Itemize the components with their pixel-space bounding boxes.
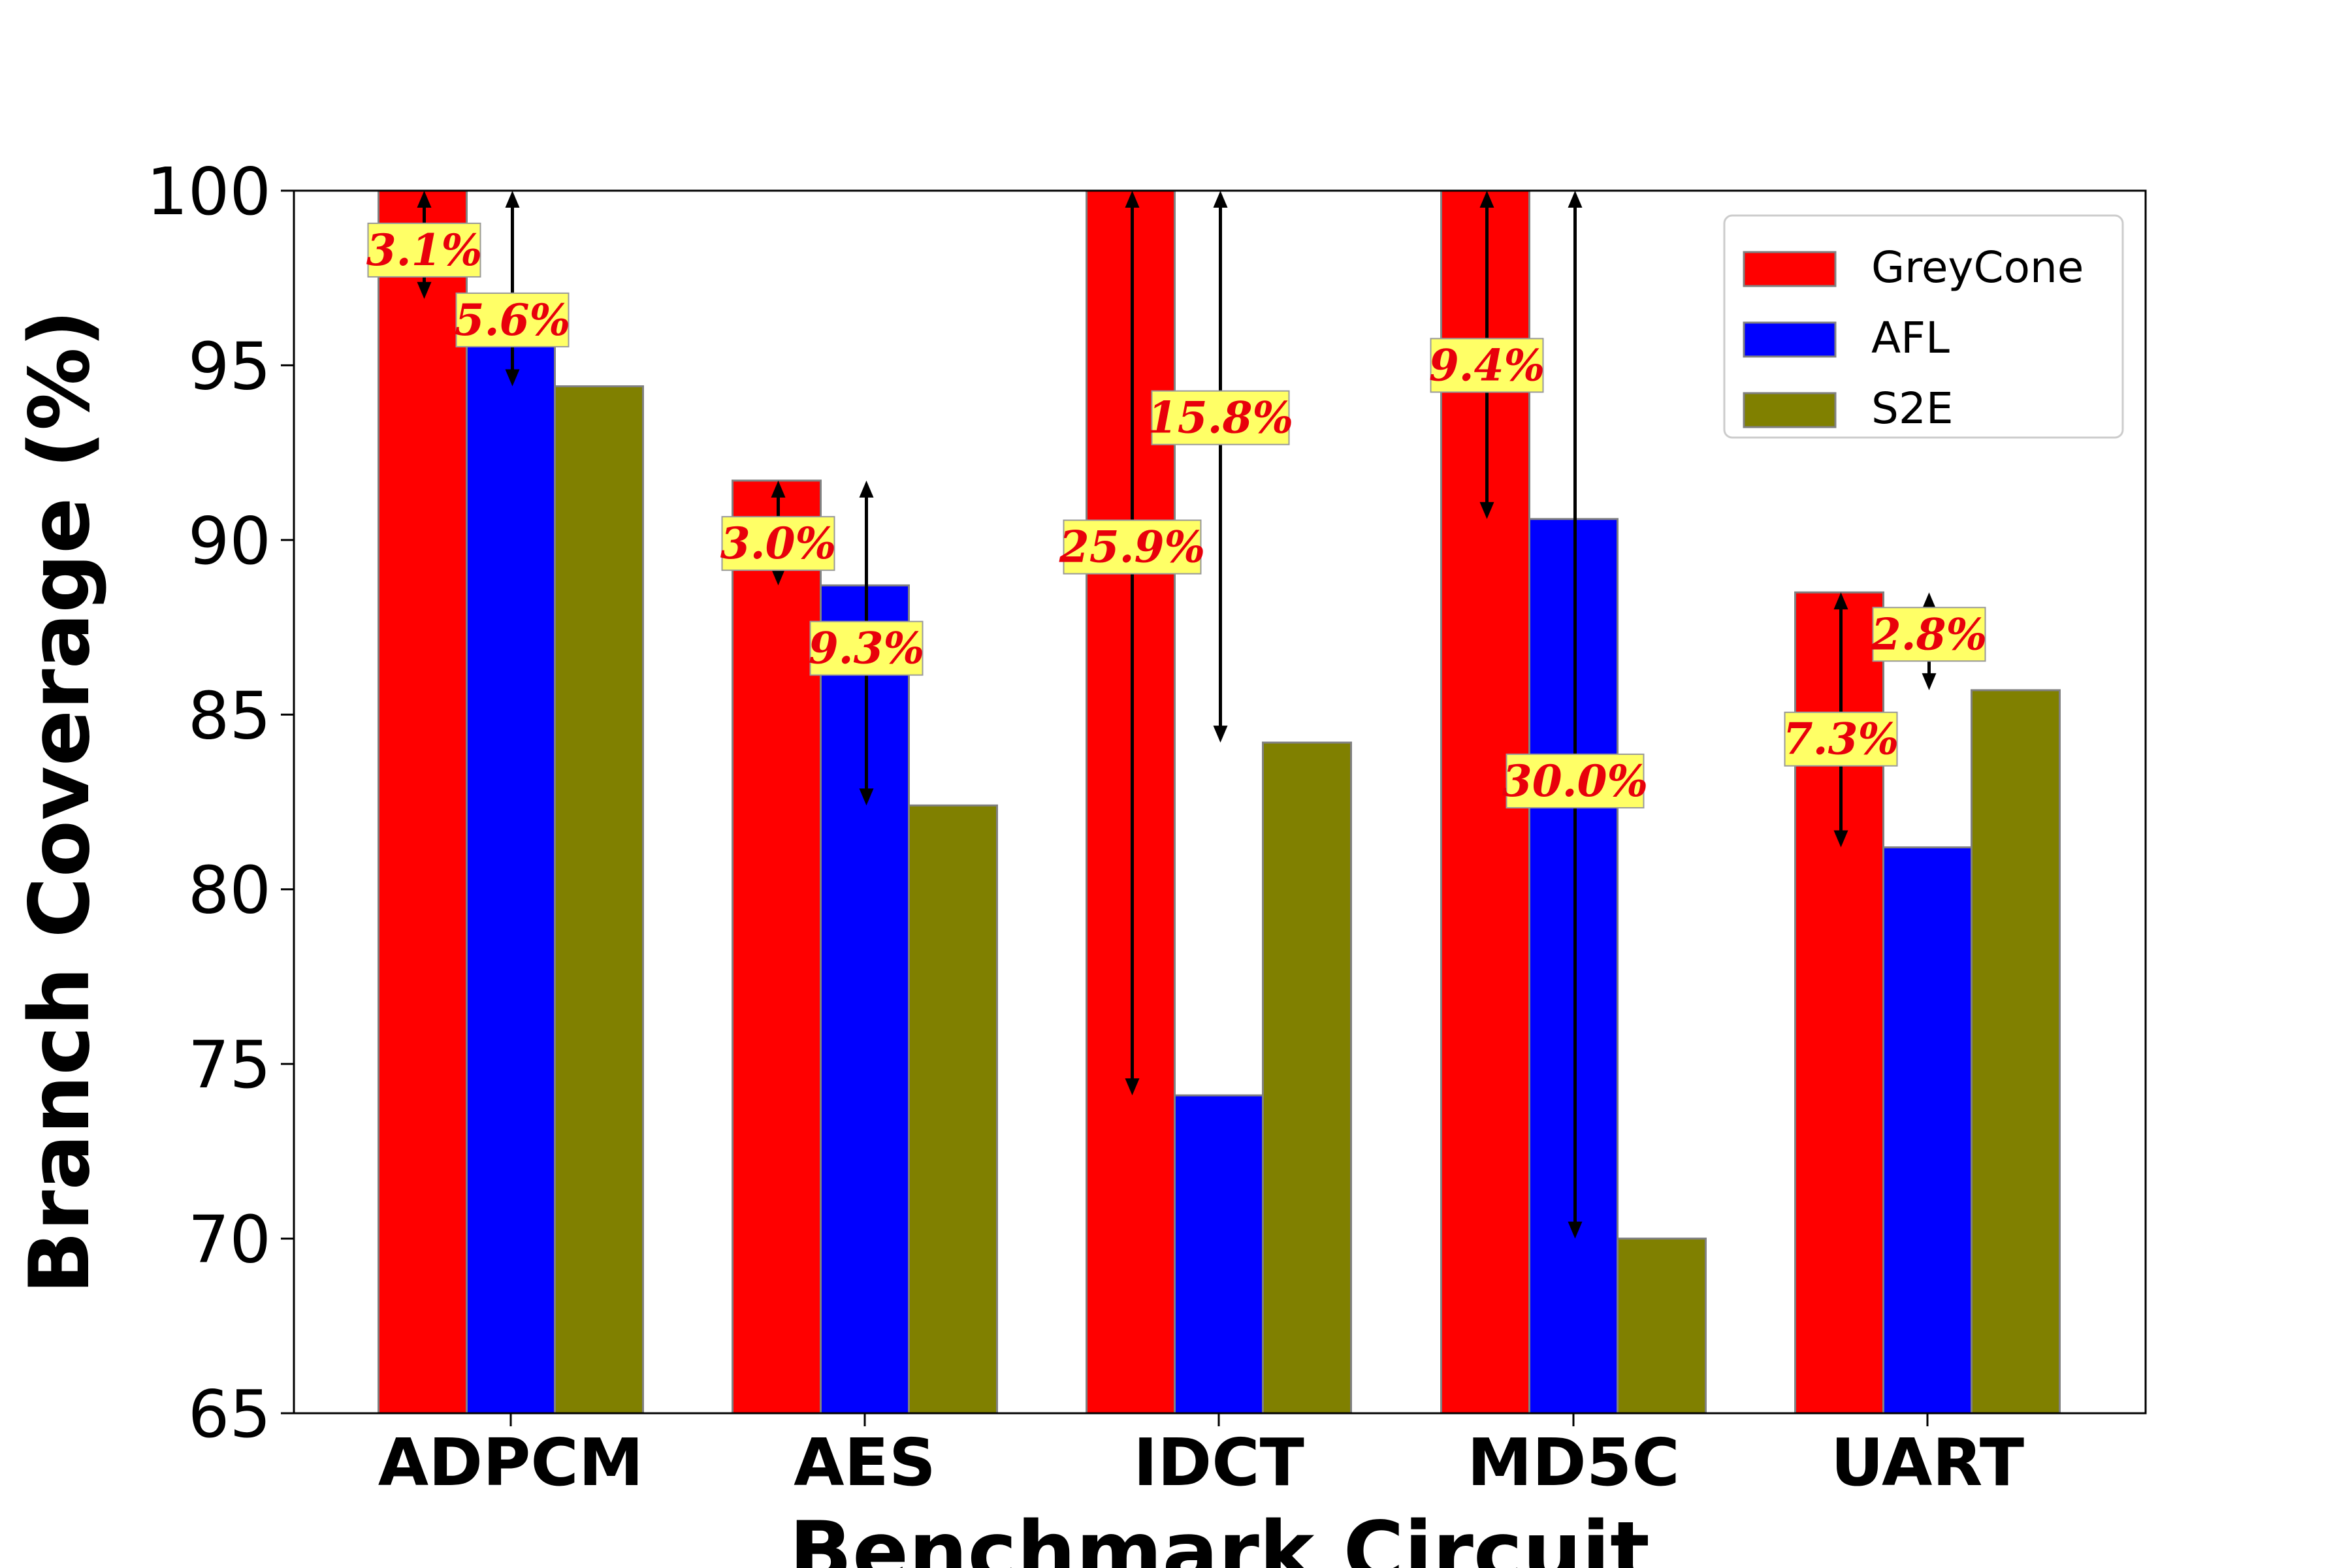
- bar-uart-afl: [1882, 846, 1973, 1415]
- annotation-label-box: [1872, 607, 1986, 662]
- legend-swatch-greycone: [1743, 251, 1837, 287]
- y-tick-label: 90: [188, 503, 271, 579]
- arrow-head-up: [505, 191, 520, 208]
- annotation-aes-afl: 3.0%: [720, 480, 837, 586]
- annotation-label: 9.4%: [1429, 340, 1545, 391]
- annotation-label-box: [455, 292, 570, 347]
- arrow-head-down: [1125, 1078, 1140, 1096]
- x-tick-label-adpcm: ADPCM: [378, 1424, 644, 1501]
- y-tick-label: 85: [188, 677, 271, 754]
- annotation-label-box: [1430, 338, 1544, 393]
- arrow-head-down: [1833, 830, 1848, 848]
- bar-uart-s2e: [1971, 689, 2061, 1415]
- x-tick-label-aes: AES: [794, 1424, 936, 1501]
- annotation-label-box: [1784, 711, 1898, 767]
- x-tick-label-md5c: MD5C: [1467, 1424, 1680, 1501]
- arrow-head-down: [1568, 1221, 1583, 1239]
- annotation-label: 30.0%: [1502, 756, 1648, 807]
- arrow-head-up: [1479, 191, 1494, 208]
- annotation-label: 5.6%: [455, 295, 571, 345]
- arrow-head-up: [1922, 592, 1937, 610]
- arrow-head-down: [859, 788, 874, 806]
- arrow-head-up: [771, 480, 786, 498]
- annotation-idct-s2e: 15.8%: [1148, 191, 1293, 743]
- y-axis-title: Branch Coverage (%): [11, 310, 108, 1294]
- bar-idct-s2e: [1262, 741, 1352, 1415]
- annotation-label: 3.0%: [720, 518, 837, 569]
- bar-aes-greycone: [732, 479, 822, 1415]
- arrow-head-down: [505, 369, 520, 387]
- x-axis-title: Benchmark Circuit: [789, 1503, 1650, 1568]
- bar-adpcm-greycone: [378, 189, 468, 1415]
- bar-idct-afl: [1174, 1094, 1264, 1415]
- annotation-label-box: [1063, 519, 1202, 575]
- bar-aes-s2e: [908, 804, 998, 1415]
- y-axis: 65 70 75 80 85 90 95 100: [146, 153, 294, 1452]
- legend-label-afl: AFL: [1871, 313, 1950, 363]
- legend-label-greycone: GreyCone: [1871, 242, 2084, 293]
- legend: GreyCone AFL S2E: [1723, 214, 2124, 439]
- annotations-layer: 3.1% 5.6% 3.0% 9.3% 25.9% 15.8% 9.4% 30.0% 7.3% 2…: [366, 191, 1988, 1239]
- bar-adpcm-afl: [466, 298, 556, 1415]
- y-tick-label: 70: [188, 1202, 271, 1278]
- annotation-uart-afl: 7.3%: [1783, 592, 1899, 848]
- legend-swatch-s2e: [1743, 392, 1837, 428]
- annotation-label: 7.3%: [1783, 714, 1899, 765]
- x-tick-label-uart: UART: [1831, 1424, 2024, 1501]
- x-axis: ADPCM AES IDCT MD5C UART: [378, 1413, 2024, 1501]
- arrow-head-down: [1922, 673, 1937, 690]
- arrow-head-up: [859, 480, 874, 498]
- arrow-head-up: [1125, 191, 1140, 208]
- legend-label-s2e: S2E: [1871, 383, 1954, 434]
- y-tick-label: 95: [188, 328, 271, 404]
- arrow-head-up: [1833, 592, 1848, 610]
- annotation-aes-s2e: 9.3%: [809, 480, 925, 806]
- x-tick-label-idct: IDCT: [1133, 1424, 1304, 1501]
- annotation-label-box: [1506, 753, 1645, 808]
- annotation-adpcm-s2e: 5.6%: [455, 191, 571, 387]
- annotation-md5c-afl: 9.4%: [1429, 191, 1545, 519]
- y-tick-label: 75: [188, 1027, 271, 1103]
- arrow-head-down: [771, 568, 786, 586]
- annotation-label: 3.1%: [366, 225, 483, 276]
- annotation-label-box: [809, 620, 924, 676]
- annotation-idct-afl: 25.9%: [1059, 191, 1205, 1096]
- y-tick-label: 80: [188, 852, 271, 929]
- legend-swatch-afl: [1743, 321, 1837, 358]
- bar-md5c-s2e: [1617, 1238, 1707, 1415]
- annotation-md5c-s2e: 30.0%: [1502, 191, 1648, 1239]
- arrow-head-down: [1479, 502, 1494, 519]
- annotation-uart-s2e: 2.8%: [1871, 592, 1988, 690]
- annotation-label: 2.8%: [1871, 609, 1988, 660]
- arrow-head-up: [1568, 191, 1583, 208]
- bar-adpcm-s2e: [554, 385, 644, 1415]
- arrow-head-down: [1213, 726, 1228, 743]
- annotation-label-box: [367, 222, 481, 278]
- annotation-label-box: [721, 516, 835, 571]
- y-tick-label: 65: [188, 1376, 271, 1452]
- annotation-label: 15.8%: [1148, 392, 1293, 443]
- arrow-head-down: [417, 281, 432, 299]
- annotation-label-box: [1151, 390, 1290, 445]
- arrow-head-up: [1213, 191, 1228, 208]
- y-tick-label: 100: [146, 153, 271, 230]
- arrow-head-up: [417, 191, 432, 208]
- annotation-adpcm-afl: 3.1%: [366, 191, 483, 299]
- annotation-label: 25.9%: [1059, 522, 1205, 573]
- annotation-label: 9.3%: [809, 623, 925, 674]
